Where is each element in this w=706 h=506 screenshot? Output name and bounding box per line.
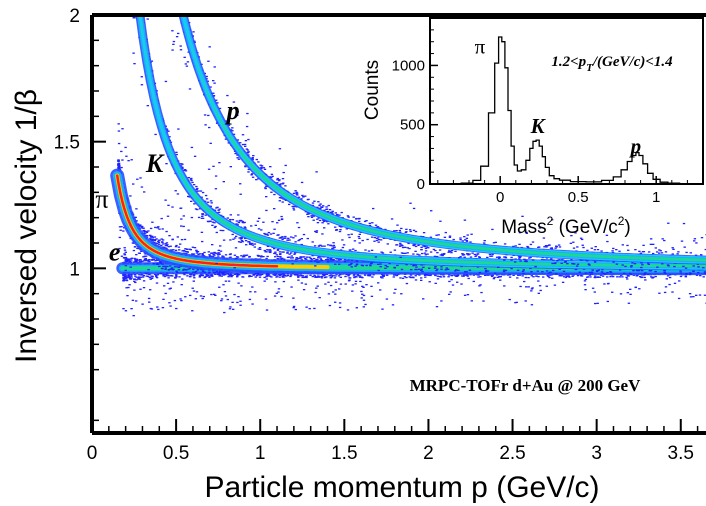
inset-x-tick-label: 0.5: [568, 189, 589, 206]
inset-y-tick-label: 500: [400, 117, 425, 134]
inset-x-tick-label: 0: [496, 189, 504, 206]
x-tick-label: 2: [423, 443, 434, 464]
band-2-model-upper: [139, 15, 706, 264]
band-labels: eπ Kp: [95, 96, 239, 267]
inset-cut-part-1: 1.2<p: [551, 54, 586, 70]
y-tick-label: 1: [69, 259, 80, 280]
band-3: [171, 15, 706, 294]
x-tick-label: 2.5: [499, 443, 525, 464]
bands-layer: [110, 15, 706, 317]
x-axis-label: Particle momentum p (GeV/c): [204, 471, 599, 504]
band-3-model-upper: [183, 15, 706, 258]
inset-xlabel-sup-1: 2: [547, 214, 554, 228]
band-label-text: p: [225, 96, 240, 125]
inset-histogram-curve: [437, 36, 703, 185]
band-label-text: e: [109, 238, 121, 267]
band-label-1: π: [95, 185, 108, 214]
x-tick-label: 3.5: [668, 443, 694, 464]
band-label-text: π: [95, 185, 108, 214]
band-3-layer-2: [181, 15, 706, 262]
band-label-2: K: [145, 149, 165, 178]
inset-peak-label-2: p: [629, 134, 642, 158]
x-tick-label: 3: [591, 443, 602, 464]
band-label-3: p: [225, 96, 240, 125]
inset-xlabel-part-2: (GeV/c: [553, 217, 617, 238]
inset-y-axis-label: Counts: [362, 60, 383, 120]
inset-xlabel-part-3: ): [624, 217, 630, 238]
x-tick-label: 0: [87, 443, 98, 464]
inset-histogram: 0 0.5 1 0 500 1000 π Kp 1.2<pT/(GeV/c)<1.4 Mas…: [362, 17, 704, 238]
inset-background: [430, 18, 703, 184]
inset-ticks: 0 0.5 1 0 500 1000: [392, 29, 688, 206]
inset-cut-part-2: /(GeV/c)<1.4: [592, 54, 673, 70]
inset-xlabel-part-1: Mass: [501, 217, 546, 238]
band-2-model-lower: [138, 15, 706, 270]
inset-cut-subscript: T: [586, 62, 594, 74]
inset-peak-label-0: π: [475, 35, 486, 59]
y-tick-label: 2: [69, 6, 80, 27]
inset-x-axis-label: Mass2 (GeV/c2): [501, 214, 631, 238]
x-tick-label: 0.5: [163, 443, 189, 464]
y-axis-label: Inversed velocity 1/β: [10, 89, 43, 363]
inset-x-tick-label: 1: [652, 189, 660, 206]
x-tick-label: 1.5: [331, 443, 357, 464]
band-2-layer-2: [138, 15, 706, 268]
band-label-text: K: [145, 149, 165, 178]
band-2: [132, 15, 706, 303]
band-label-0: e: [109, 238, 121, 267]
inset-peak-labels: π Kp: [475, 35, 642, 159]
inset-peak-label-1: K: [530, 114, 547, 138]
y-tick-label: 1.5: [54, 133, 80, 154]
main-ticks: 0 0.5 1 1.5 2 2.5 3 3.5 1 1.5 2: [54, 6, 699, 464]
band-3-model-lower: [181, 15, 706, 264]
inset-y-tick-label: 1000: [392, 57, 425, 74]
main-frame: [90, 13, 706, 435]
chart-annotation: MRPC-TOFr d+Au @ 200 GeV: [410, 376, 641, 395]
inset-y-tick-label: 0: [417, 176, 425, 193]
x-tick-label: 1: [255, 443, 266, 464]
inset-cut-label: 1.2<pT/(GeV/c)<1.4: [551, 54, 673, 74]
inset-xlabel-sup-2: 2: [618, 214, 625, 228]
band-1-core: [115, 174, 279, 268]
